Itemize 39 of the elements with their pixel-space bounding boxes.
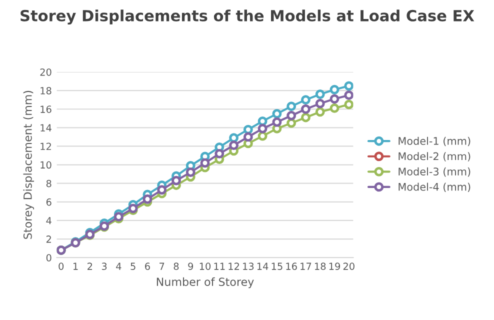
x-tick-label: 15 [272,262,282,270]
x-axis-title: Number of Storey [156,277,254,288]
y-tick-label: 4 [46,217,52,224]
x-tick-label: 20 [343,262,354,270]
x-tick-label: 13 [243,262,254,270]
x-tick-label: 9 [188,262,194,270]
y-axis-title: Storey Displacement (mm) [23,90,34,239]
x-tick-label: 17 [300,262,312,270]
x-tick-label: 0 [58,262,64,270]
x-tick-label: 2 [88,262,92,270]
x-tick-label: 1 [73,262,78,270]
x-tick-label: 7 [160,262,164,270]
y-tick-label: 18 [40,87,52,94]
x-tick-label: 8 [174,262,179,270]
y-tick-label: 6 [46,198,52,206]
y-tick-label: 8 [46,180,52,188]
y-tick-label: 14 [40,124,52,132]
legend-label: Model-3 (mm) [398,167,470,177]
x-tick-label: 6 [145,262,150,270]
x-tick-label: 5 [130,262,136,270]
x-tick-label: 10 [200,262,211,270]
y-tick-label: 10 [40,161,52,169]
y-tick-label: 2 [46,236,51,243]
x-tick-label: 19 [329,262,340,270]
legend-label: Model-4 (mm) [398,182,470,192]
chart-title: Storey Displacements of the Models at Load Case EX [20,10,474,25]
y-tick-label: 0 [46,254,52,262]
y-tick-label: 12 [40,142,51,150]
x-tick-label: 16 [286,262,297,270]
x-tick-label: 12 [228,262,239,270]
legend-label: Model-1 (mm) [398,136,470,146]
y-tick-label: 20 [40,68,52,76]
x-tick-label: 11 [214,262,225,270]
x-tick-label: 14 [257,262,268,270]
x-tick-label: 18 [315,262,326,270]
legend-label: Model-2 (mm) [398,152,470,162]
x-tick-label: 4 [116,262,122,270]
x-tick-label: 3 [102,262,107,270]
y-tick-label: 16 [40,106,52,113]
